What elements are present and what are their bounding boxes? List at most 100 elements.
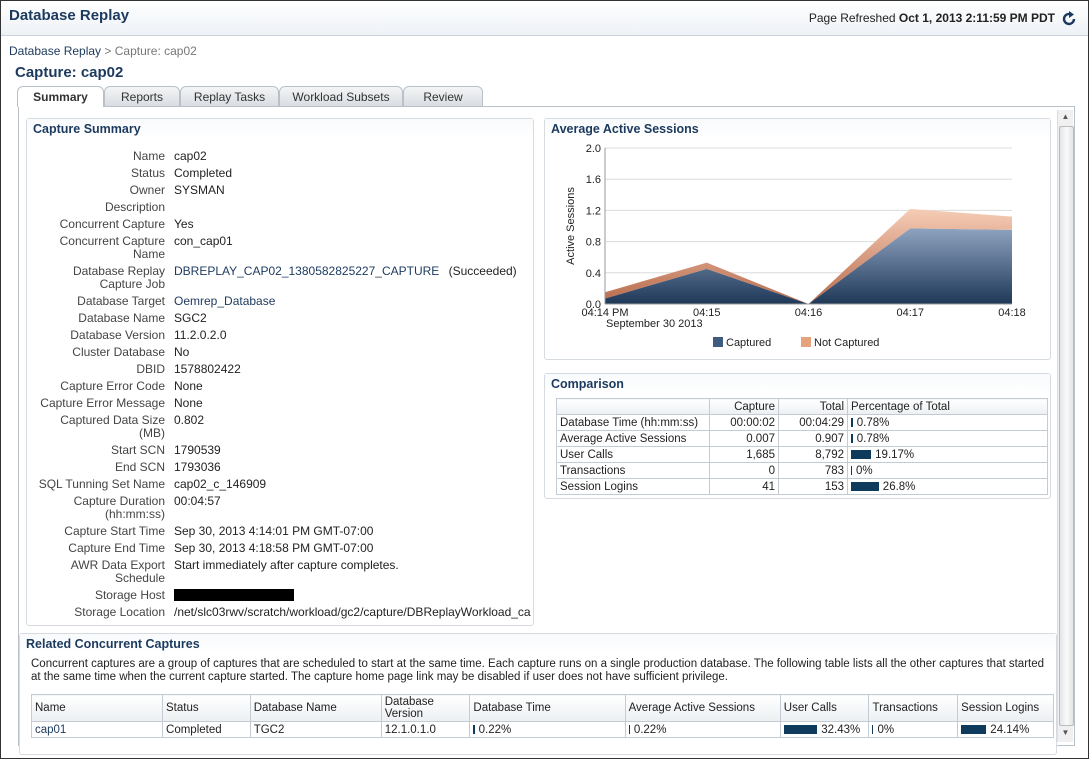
metric-cell: Database Time (hh:mm:ss) xyxy=(556,414,710,431)
comparison-table: Capture Total Percentage of Total Database … xyxy=(556,398,1048,495)
tab[interactable]: Review xyxy=(403,86,483,106)
tab[interactable]: Workload Subsets xyxy=(279,86,403,106)
field-value: 1578802422 xyxy=(165,363,241,376)
breadcrumb-link[interactable]: Database Replay xyxy=(9,44,102,58)
header-row: Name Status Database Name Database Version D… xyxy=(30,694,1054,722)
field-value: None xyxy=(165,397,203,410)
y-tick-label: 0.0 xyxy=(586,299,601,311)
percent-bar xyxy=(851,465,852,475)
field-row: Capture Duration (hh:mm:ss) 00:04:57 xyxy=(31,493,531,523)
legend-label: Not Captured xyxy=(814,337,879,349)
name-link[interactable]: cap01 xyxy=(30,721,164,738)
panel-title: Comparison xyxy=(545,374,1050,394)
field-row: Storage Location/net/slc03rwv/scratch/wo… xyxy=(31,604,531,621)
field-label: Database Name xyxy=(78,311,165,325)
field-value: SYSMAN xyxy=(165,184,225,197)
percent-bar xyxy=(851,449,872,459)
field-row: Concurrent Capture Name con_cap01 xyxy=(31,233,531,263)
field-text: con_cap01 xyxy=(174,234,233,248)
field-value: Sep 30, 2013 4:14:01 PM GMT-07:00 xyxy=(165,525,373,538)
field-row: Database Name SGC2 xyxy=(31,310,531,327)
tab[interactable]: Replay Tasks xyxy=(180,86,279,106)
x-tick-label: 04:15 xyxy=(693,307,721,319)
field-link[interactable]: DBREPLAY_CAP02_1380582825227_CAPTURE xyxy=(174,264,440,278)
field-row: DBID 1578802422 xyxy=(31,361,531,378)
cell: Completed xyxy=(162,721,251,738)
percent-label: 26.8% xyxy=(882,480,916,493)
field-text: None xyxy=(174,396,203,410)
column-header: Capture xyxy=(709,398,779,415)
tab[interactable]: Reports xyxy=(104,86,180,106)
y-tick-label: 0.8 xyxy=(586,237,601,249)
field-text: SGC2 xyxy=(174,311,207,325)
total-cell: 0.907 xyxy=(778,430,848,447)
y-axis-title: Active Sessions xyxy=(565,187,577,265)
field-link[interactable]: Oemrep_Database xyxy=(174,294,276,308)
y-tick-label: 0.4 xyxy=(586,268,601,280)
field-value: 1790539 xyxy=(165,444,221,457)
x-tick-label: 04:16 xyxy=(795,307,823,319)
panel-title: Capture Summary xyxy=(27,119,533,139)
field-row: Captured Data Size (MB) 0.802 xyxy=(31,412,531,442)
percent-bar xyxy=(961,724,987,734)
column-header: Database Time xyxy=(469,694,626,722)
field-text: SYSMAN xyxy=(174,183,225,197)
field-row: Database Version 11.2.0.2.0 xyxy=(31,327,531,344)
legend-swatch xyxy=(713,337,723,347)
refresh-button[interactable] xyxy=(1060,10,1078,28)
metric-cell: Session Logins xyxy=(556,478,710,495)
field-label: Status xyxy=(130,166,165,180)
column-header: Status xyxy=(162,694,251,722)
comparison-panel: Comparison Capture Total Percentage of Tot… xyxy=(544,373,1051,499)
field-value: No xyxy=(165,346,189,359)
percent-bar xyxy=(628,724,630,734)
cell: 12.1.0.1.0 xyxy=(380,721,471,738)
area xyxy=(605,228,1012,304)
breadcrumb: Database Replay > Capture: cap02 xyxy=(9,44,197,58)
percent-cell: 0.22% xyxy=(469,721,626,738)
field-value: DBREPLAY_CAP02_1380582825227_CAPTURE (Su… xyxy=(165,265,517,291)
field-text: Completed xyxy=(174,166,233,180)
percent-cell: 24.14% xyxy=(957,721,1054,738)
refresh-time: Oct 1, 2013 2:11:59 PM PDT xyxy=(898,11,1055,25)
percent-cell: 0.78% xyxy=(847,430,1048,447)
percent-bar xyxy=(851,417,853,427)
cell: TGC2 xyxy=(249,721,382,738)
field-text: None xyxy=(174,379,203,393)
breadcrumb-separator: > xyxy=(104,44,112,58)
field-label: Capture Duration (hh:mm:ss) xyxy=(73,494,165,521)
field-label: Start SCN xyxy=(110,443,165,457)
area xyxy=(605,208,1012,304)
field-label: Description xyxy=(104,200,165,214)
tab[interactable]: Summary xyxy=(17,86,104,107)
scrollbar[interactable]: ▲ ▼ xyxy=(1057,110,1074,742)
field-text: 11.2.0.2.0 xyxy=(174,328,227,342)
field-label: Concurrent Capture xyxy=(59,217,165,231)
capture-cell: 0.007 xyxy=(709,430,779,447)
y-tick-label: 1.6 xyxy=(586,174,601,186)
scroll-up[interactable]: ▲ xyxy=(1061,112,1070,121)
field-text: 00:04:57 xyxy=(174,494,221,508)
content-frame: Capture Summary Name cap02 Status Completed… xyxy=(18,106,1075,755)
refresh-label: Page Refreshed xyxy=(808,11,896,25)
scroll-thumb[interactable] xyxy=(1059,126,1074,726)
related-description: Concurrent captures are a group of captu… xyxy=(31,658,1045,683)
field-text: Sep 30, 2013 4:18:58 PM GMT-07:00 xyxy=(174,541,374,555)
field-label: Concurrent Capture Name xyxy=(59,234,165,261)
x-tick-label: 04:17 xyxy=(896,307,924,319)
field-value: 1793036 xyxy=(165,461,221,474)
capture-cell: 00:00:02 xyxy=(709,414,779,431)
field-label: SQL Tunning Set Name xyxy=(38,477,165,491)
table-row: User Calls 1,685 8,792 19.17% xyxy=(556,446,1048,463)
field-row: Description xyxy=(31,199,531,216)
field-value: /net/slc03rwv/scratch/workload/gc2/captu… xyxy=(165,606,531,619)
field-text: cap02_c_146909 xyxy=(174,477,267,491)
field-row: Name cap02 xyxy=(31,148,531,165)
percent-label: 0.78% xyxy=(856,432,890,445)
percent-cell: 32.43% xyxy=(779,721,870,738)
total-cell: 783 xyxy=(778,462,848,479)
scroll-down[interactable]: ▼ xyxy=(1061,728,1070,737)
field-value: Completed xyxy=(165,167,232,180)
percent-bar xyxy=(872,724,874,734)
